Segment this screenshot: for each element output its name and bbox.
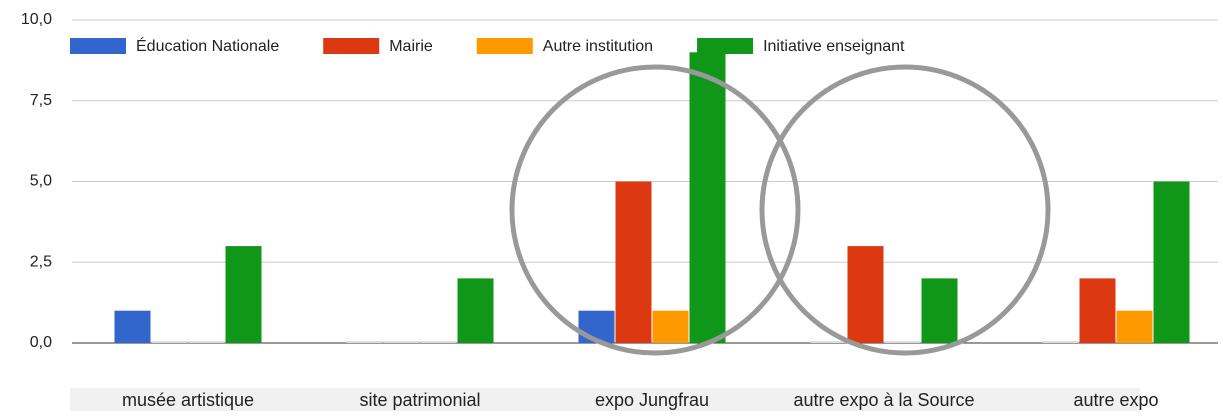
x-tick-label: musée artistique — [122, 390, 254, 410]
bar — [151, 341, 188, 343]
bar — [652, 310, 689, 343]
highlight-circle — [509, 64, 801, 356]
bar — [188, 341, 225, 343]
label-band — [70, 388, 1140, 411]
highlight-circle — [759, 64, 1051, 356]
x-tick-label: expo Jungfrau — [595, 390, 709, 410]
bar — [346, 341, 383, 343]
bar — [383, 341, 420, 343]
bar — [1153, 181, 1190, 343]
bar — [420, 341, 457, 343]
bar — [615, 181, 652, 343]
y-tick-label: 10,0 — [21, 11, 52, 28]
bar — [884, 341, 921, 343]
legend-swatch — [476, 38, 533, 54]
bar — [578, 310, 615, 343]
bar — [689, 52, 726, 344]
bar — [1042, 341, 1079, 343]
x-tick-label: site patrimonial — [359, 390, 480, 410]
legend-label: Autre institution — [543, 38, 653, 55]
bar — [225, 246, 262, 343]
bar — [457, 278, 494, 343]
legend-label: Éducation Nationale — [136, 36, 279, 55]
bar — [847, 246, 884, 343]
y-tick-label: 7,5 — [30, 92, 52, 109]
legend-swatch — [70, 38, 126, 54]
legend-label: Mairie — [389, 38, 433, 55]
bar — [810, 341, 847, 343]
bar — [1116, 310, 1153, 343]
legend-label: Initiative enseignant — [763, 38, 905, 55]
y-tick-label: 2,5 — [30, 253, 52, 270]
legend-swatch — [323, 38, 380, 54]
plot: 0,0 2,5 5,0 7,5 10,0 Éducation Nationale Mairi… — [21, 11, 1218, 410]
legend-swatch — [697, 38, 754, 54]
x-tick-label: autre expo — [1073, 390, 1158, 410]
y-tick-label: 5,0 — [30, 173, 52, 190]
x-tick-label: autre expo à la Source — [793, 390, 974, 410]
bar — [114, 310, 151, 343]
bar — [921, 278, 958, 343]
bar — [1079, 278, 1116, 343]
y-tick-label: 0,0 — [30, 334, 52, 351]
